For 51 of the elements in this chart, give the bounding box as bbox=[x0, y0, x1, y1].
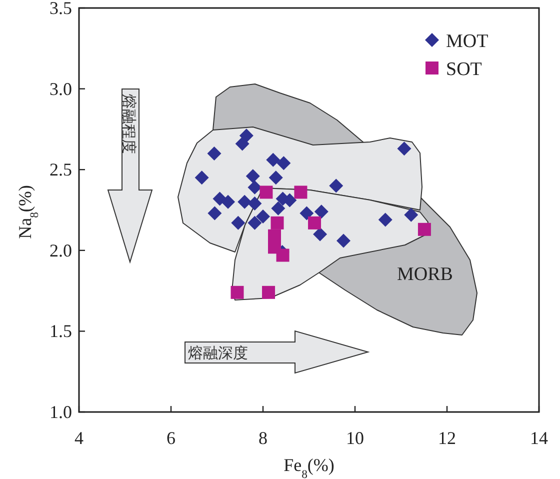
point bbox=[262, 286, 276, 299]
point bbox=[194, 170, 209, 185]
point bbox=[266, 152, 280, 167]
annotation: MORB bbox=[397, 264, 453, 285]
point bbox=[397, 142, 412, 156]
point bbox=[314, 204, 328, 219]
point bbox=[276, 156, 291, 170]
point bbox=[246, 169, 260, 184]
y-tick-label: 3.5 bbox=[50, 0, 72, 18]
point bbox=[404, 208, 418, 222]
y-tick-label: 2.0 bbox=[50, 240, 72, 260]
point bbox=[329, 178, 344, 193]
annotation: 熔融深度 bbox=[188, 345, 248, 362]
point bbox=[378, 212, 392, 227]
point bbox=[238, 194, 252, 209]
point bbox=[235, 136, 250, 151]
x-tick-label: 6 bbox=[166, 428, 176, 448]
point bbox=[248, 216, 262, 230]
x-tick-label: 4 bbox=[74, 428, 84, 448]
point bbox=[260, 186, 273, 199]
point bbox=[294, 186, 308, 199]
point bbox=[336, 234, 350, 248]
x-tick-label: 12 bbox=[438, 428, 456, 448]
point bbox=[231, 216, 246, 230]
x-tick-label: 8 bbox=[258, 428, 268, 448]
point bbox=[271, 201, 286, 216]
point bbox=[270, 216, 284, 230]
y-tick-label: 1.0 bbox=[50, 402, 72, 422]
annotation: 熔融程度 bbox=[120, 94, 137, 154]
point bbox=[221, 194, 236, 209]
x-tick-label: 10 bbox=[346, 428, 364, 448]
point bbox=[276, 248, 290, 262]
x-tick-label: 14 bbox=[530, 428, 548, 448]
point bbox=[268, 170, 283, 185]
point bbox=[208, 206, 222, 220]
point bbox=[207, 146, 222, 160]
point bbox=[230, 286, 244, 299]
x-axis-title: Fe$_{8}$(%) bbox=[284, 455, 334, 479]
y-tick-label: 1.5 bbox=[50, 321, 72, 342]
y-tick-label: 2.5 bbox=[50, 160, 72, 180]
y-tick-label: 3.0 bbox=[50, 78, 72, 99]
legend-label: MOT bbox=[446, 31, 489, 52]
point bbox=[300, 206, 314, 220]
legend-label: SOT bbox=[446, 59, 482, 80]
point bbox=[239, 128, 254, 143]
point bbox=[308, 216, 322, 230]
point bbox=[248, 180, 262, 194]
point bbox=[248, 196, 262, 211]
point bbox=[418, 222, 431, 236]
point bbox=[313, 227, 328, 242]
point bbox=[256, 209, 270, 224]
